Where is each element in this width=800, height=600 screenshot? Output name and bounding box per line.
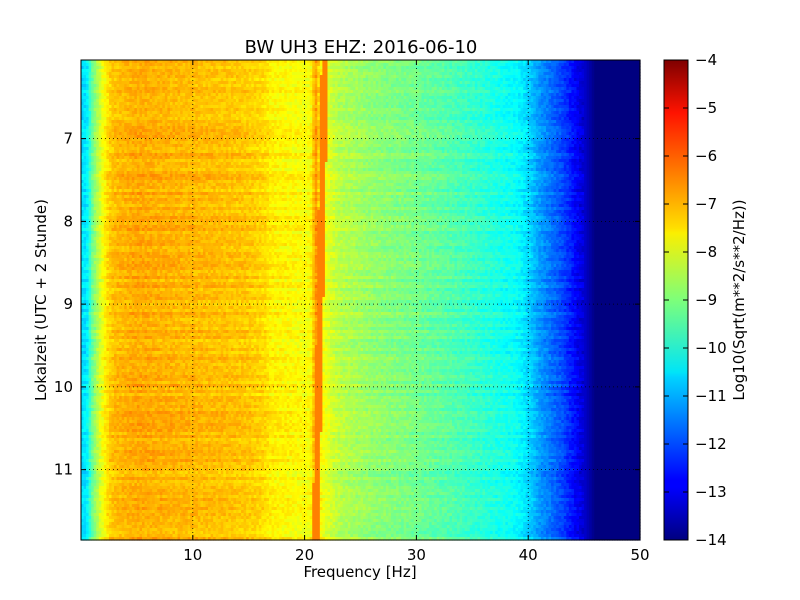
colorbar-tick-label: −4: [695, 51, 717, 69]
y-tick-label: 9: [63, 295, 73, 313]
colorbar-label: Log10(Sqrt(m**2/s**2/Hz)): [730, 199, 748, 400]
colorbar-tick-label: −13: [695, 483, 727, 501]
colorbar-tick-label: −7: [695, 195, 717, 213]
chart-title: BW UH3 EHZ: 2016-06-10: [245, 37, 478, 58]
colorbar-tick-label: −10: [695, 339, 727, 357]
colorbar-tick-label: −12: [695, 435, 727, 453]
x-tick-label: 50: [630, 546, 649, 564]
colorbar-tick-label: −9: [695, 291, 717, 309]
colorbar-tick-label: −5: [695, 99, 717, 117]
x-axis-label: Frequency [Hz]: [303, 563, 416, 581]
y-tick-label: 11: [54, 461, 73, 479]
spectrogram-heatmap: [81, 60, 641, 541]
x-tick-label: 30: [407, 546, 426, 564]
y-tick-label: 10: [54, 378, 73, 396]
colorbar-tick-label: −8: [695, 243, 717, 261]
x-tick-label: 40: [519, 546, 538, 564]
y-tick-label: 8: [63, 212, 73, 230]
y-tick-label: 7: [63, 130, 73, 148]
colorbar-tick-label: −14: [695, 531, 727, 549]
colorbar-tick-label: −6: [695, 147, 717, 165]
x-tick-label: 10: [183, 546, 202, 564]
x-tick-label: 20: [295, 546, 314, 564]
y-axis-label: Lokalzeit (UTC + 2 Stunde): [32, 199, 50, 401]
colorbar-tick-label: −11: [695, 387, 727, 405]
